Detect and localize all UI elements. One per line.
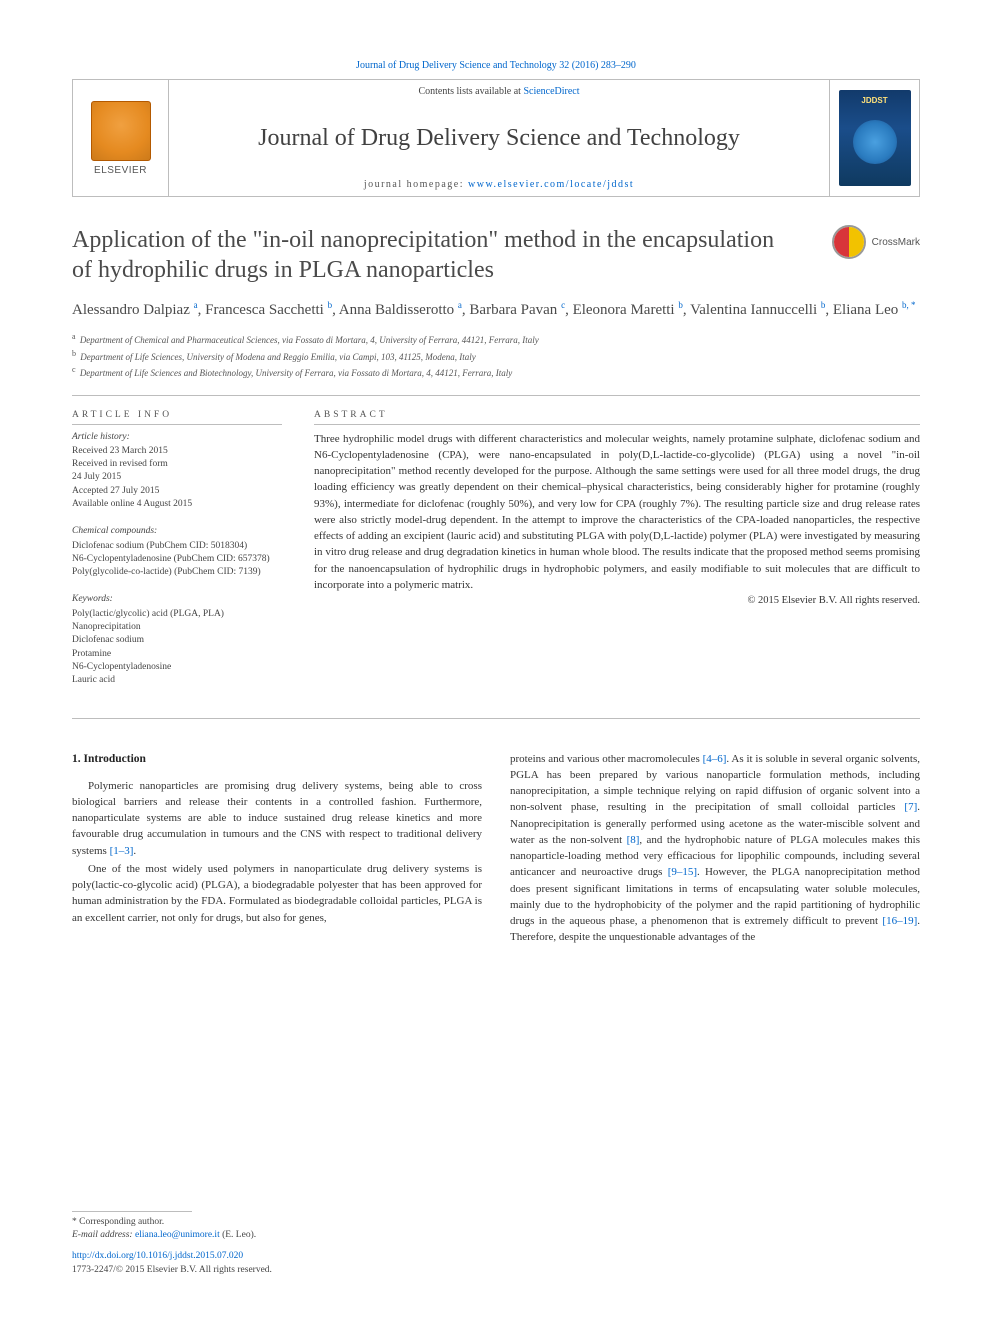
homepage-prefix: journal homepage: (364, 179, 468, 190)
doi-link[interactable]: http://dx.doi.org/10.1016/j.jddst.2015.0… (72, 1250, 472, 1263)
info-line: Lauric acid (72, 674, 282, 687)
homepage-link[interactable]: www.elsevier.com/locate/jddst (468, 179, 634, 190)
info-line: Received 23 March 2015 (72, 445, 282, 458)
email-link[interactable]: eliana.leo@unimore.it (135, 1230, 220, 1240)
crossmark-badge[interactable]: CrossMark (832, 225, 920, 259)
cover-thumbnail-icon (839, 90, 911, 186)
corresponding-author: * Corresponding author. (72, 1216, 472, 1229)
journal-masthead: ELSEVIER Contents lists available at Sci… (72, 79, 920, 197)
corresponding-email: E-mail address: eliana.leo@unimore.it (E… (72, 1229, 472, 1242)
crossmark-icon (832, 225, 866, 259)
abstract: ABSTRACT Three hydrophilic model drugs w… (314, 410, 920, 702)
author-list: Alessandro Dalpiaz a, Francesca Sacchett… (72, 299, 920, 321)
sd-prefix: Contents lists available at (418, 86, 523, 97)
info-line: Nanoprecipitation (72, 621, 282, 634)
info-line: Diclofenac sodium (PubChem CID: 5018304) (72, 540, 282, 553)
body-paragraph: Polymeric nanoparticles are promising dr… (72, 778, 482, 859)
issn-copyright: 1773-2247/© 2015 Elsevier B.V. All right… (72, 1264, 472, 1277)
keywords: Keywords: Poly(lactic/glycolic) acid (PL… (72, 593, 282, 687)
citation-link[interactable]: Journal of Drug Delivery Science and Tec… (356, 60, 636, 71)
email-label: E-mail address: (72, 1230, 135, 1240)
journal-title: Journal of Drug Delivery Science and Tec… (258, 125, 740, 152)
reference-link[interactable]: [7] (904, 801, 917, 813)
header-citation[interactable]: Journal of Drug Delivery Science and Tec… (72, 60, 920, 71)
info-line: Poly(glycolide-co-lactide) (PubChem CID:… (72, 566, 282, 579)
elsevier-logo[interactable]: ELSEVIER (73, 80, 169, 196)
history-label: Article history: (72, 431, 282, 444)
abstract-text: Three hydrophilic model drugs with diffe… (314, 431, 920, 594)
sciencedirect-line: Contents lists available at ScienceDirec… (418, 86, 579, 97)
page-footer: * Corresponding author. E-mail address: … (72, 1211, 472, 1277)
info-line: Protamine (72, 648, 282, 661)
elsevier-brand: ELSEVIER (94, 165, 147, 176)
info-line: N6-Cyclopentyladenosine (72, 661, 282, 674)
info-line: 24 July 2015 (72, 471, 282, 484)
article-body: 1. Introduction Polymeric nanoparticles … (72, 751, 920, 948)
affiliations: a Department of Chemical and Pharmaceuti… (72, 331, 920, 396)
affiliation-row: a Department of Chemical and Pharmaceuti… (72, 331, 920, 348)
article-history: Article history: Received 23 March 2015R… (72, 431, 282, 512)
journal-homepage: journal homepage: www.elsevier.com/locat… (364, 179, 634, 190)
elsevier-tree-icon (91, 101, 151, 161)
reference-link[interactable]: [8] (627, 834, 640, 846)
keywords-label: Keywords: (72, 593, 282, 606)
reference-link[interactable]: [16–19] (882, 915, 917, 927)
info-line: N6-Cyclopentyladenosine (PubChem CID: 65… (72, 553, 282, 566)
abstract-copyright: © 2015 Elsevier B.V. All rights reserved… (314, 595, 920, 606)
chemical-compounds: Chemical compounds: Diclofenac sodium (P… (72, 525, 282, 579)
affiliation-row: c Department of Life Sciences and Biotec… (72, 364, 920, 381)
article-title: Application of the "in-oil nanoprecipita… (72, 225, 792, 285)
reference-link[interactable]: [1–3] (110, 845, 134, 857)
intro-heading: 1. Introduction (72, 751, 482, 768)
crossmark-label: CrossMark (872, 237, 920, 248)
email-who: (E. Leo). (220, 1230, 256, 1240)
footnote-rule (72, 1211, 192, 1212)
article-info: ARTICLE INFO Article history: Received 2… (72, 410, 282, 702)
info-line: Accepted 27 July 2015 (72, 485, 282, 498)
body-paragraph: proteins and various other macromolecule… (510, 751, 920, 946)
journal-cover[interactable] (829, 80, 919, 196)
reference-link[interactable]: [9–15] (668, 866, 697, 878)
body-paragraph: One of the most widely used polymers in … (72, 861, 482, 926)
reference-link[interactable]: [4–6] (703, 753, 727, 765)
info-line: Available online 4 August 2015 (72, 498, 282, 511)
info-line: Received in revised form (72, 458, 282, 471)
masthead-center: Contents lists available at ScienceDirec… (169, 80, 829, 196)
abstract-heading: ABSTRACT (314, 410, 920, 425)
sciencedirect-link[interactable]: ScienceDirect (523, 86, 579, 97)
compounds-label: Chemical compounds: (72, 525, 282, 538)
info-line: Poly(lactic/glycolic) acid (PLGA, PLA) (72, 608, 282, 621)
article-info-heading: ARTICLE INFO (72, 410, 282, 425)
affiliation-row: b Department of Life Sciences, Universit… (72, 348, 920, 365)
info-line: Diclofenac sodium (72, 634, 282, 647)
